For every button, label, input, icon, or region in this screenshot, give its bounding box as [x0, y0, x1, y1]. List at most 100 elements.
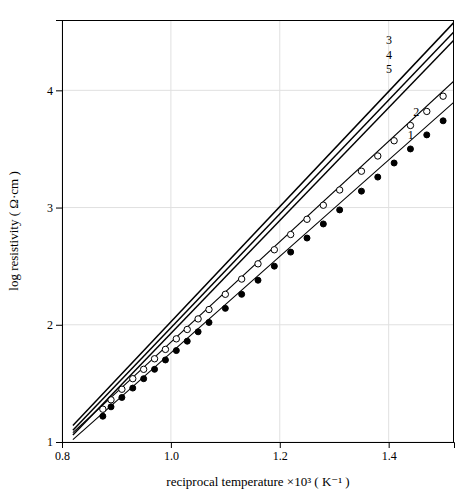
point	[238, 276, 244, 282]
point	[140, 366, 146, 372]
point	[271, 247, 277, 253]
point	[287, 231, 293, 237]
tick: 1.0	[164, 442, 179, 463]
line	[73, 32, 454, 431]
point	[119, 394, 125, 400]
point	[239, 291, 245, 297]
grid-line-x	[170, 20, 171, 442]
line	[73, 40, 454, 435]
series-label: 2	[413, 105, 419, 119]
tick-mark	[56, 442, 62, 443]
point	[375, 153, 381, 159]
grid-line-y	[62, 324, 454, 325]
plot-frame	[62, 20, 454, 21]
tick-label: 1.2	[273, 449, 288, 463]
tick: 1.2	[273, 442, 288, 463]
series-labels: 1 2 345	[386, 33, 419, 142]
grid	[62, 20, 454, 442]
point	[108, 404, 114, 410]
fit-line	[73, 102, 454, 440]
point	[130, 376, 136, 382]
y-axis-title: log resistivity ( Ω·cm )	[6, 171, 21, 290]
point	[195, 329, 201, 335]
x-axis: 0.8 1.0 1.2 1.4	[55, 442, 455, 463]
point	[320, 221, 326, 227]
point	[391, 160, 397, 166]
point	[195, 316, 201, 322]
point	[304, 216, 310, 222]
point	[407, 146, 413, 152]
point	[375, 174, 381, 180]
tick-label: 3	[47, 201, 53, 215]
point	[206, 319, 212, 325]
x-axis-title: reciprocal temperature ×10³ ( K⁻¹ )	[166, 474, 349, 489]
series-label: 5	[386, 62, 392, 76]
point	[173, 348, 179, 354]
tick: 3	[47, 201, 62, 215]
tick-label: 2	[47, 318, 53, 332]
tick-mark	[280, 442, 281, 448]
point	[271, 263, 277, 269]
point	[130, 385, 136, 391]
point	[424, 132, 430, 138]
tick-label: 1	[47, 435, 53, 449]
series-label: 4	[386, 48, 392, 62]
tick: 4	[47, 84, 62, 98]
point	[358, 168, 364, 174]
axis-line	[56, 21, 63, 443]
tick-mark	[56, 208, 62, 209]
point	[222, 291, 228, 297]
marks	[73, 22, 454, 439]
grid-line-y	[62, 90, 454, 91]
point	[184, 338, 190, 344]
point	[440, 93, 446, 99]
line	[73, 22, 454, 425]
fit-line	[73, 81, 454, 433]
tick-label: 4	[47, 84, 53, 98]
point	[424, 108, 430, 114]
point	[320, 202, 326, 208]
plot-frame	[453, 20, 454, 442]
point	[222, 305, 228, 311]
point	[337, 207, 343, 213]
point	[255, 277, 261, 283]
tick-label: 1.0	[164, 449, 179, 463]
point	[336, 187, 342, 193]
series-label: 1	[408, 128, 414, 142]
point	[141, 376, 147, 382]
point	[151, 356, 157, 362]
grid-line-x	[388, 20, 389, 442]
grid-line-x	[279, 20, 280, 442]
tick-label: 0.8	[55, 449, 70, 463]
point	[162, 357, 168, 363]
point	[255, 261, 261, 267]
point	[288, 249, 294, 255]
axis-line	[63, 443, 455, 449]
point	[358, 188, 364, 194]
tick: 2	[47, 318, 62, 332]
point	[440, 118, 446, 124]
grid-line-y	[62, 207, 454, 208]
point	[152, 366, 158, 372]
tick-mark	[389, 442, 390, 448]
point	[206, 306, 212, 312]
tick: 0.8	[55, 442, 70, 463]
plot: 0.81.01.21.4123412345	[47, 20, 455, 463]
tick-label: 1.4	[382, 449, 397, 463]
tick-mark	[56, 90, 62, 91]
point	[173, 336, 179, 342]
tick-mark	[56, 325, 62, 326]
y-axis: 1 2 3 4	[47, 21, 63, 450]
tick-mark	[171, 442, 172, 448]
point	[304, 235, 310, 241]
point	[162, 346, 168, 352]
tick: 1	[47, 435, 62, 449]
points	[100, 118, 446, 419]
tick: 1.4	[382, 442, 397, 463]
points	[100, 93, 447, 412]
point	[100, 413, 106, 419]
point	[184, 326, 190, 332]
chart: 0.81.01.21.4123412345reciprocal temperat…	[0, 0, 476, 500]
series-label: 3	[386, 33, 392, 47]
point	[391, 138, 397, 144]
